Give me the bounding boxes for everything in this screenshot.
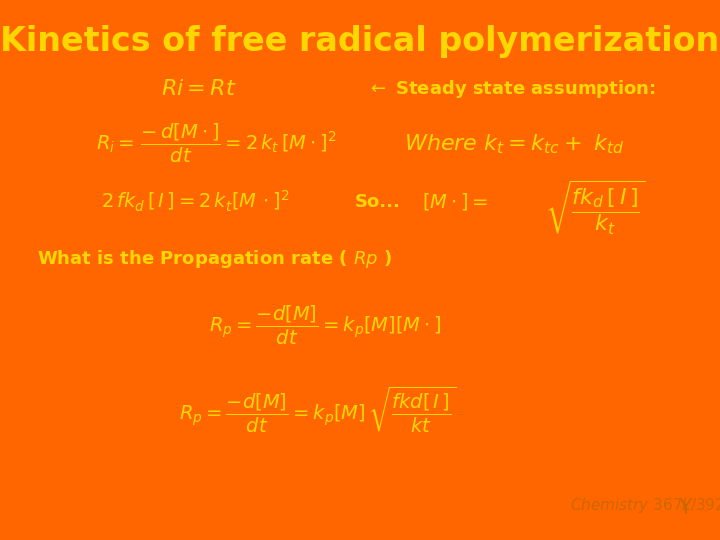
Text: Kinetics of free radical polymerization: Kinetics of free radical polymerization [1,25,719,58]
Text: $\mathit{Where}\ \mathit{k_t} = \mathit{k_{tc}}+\ \mathit{k_{td}}$: $\mathit{Where}\ \mathit{k_t} = \mathit{… [404,132,624,156]
Text: $R_p=\dfrac{-d[M]}{dt}=k_p[M]\,\sqrt{\dfrac{fkd[\,I\,]}{kt}}$: $R_p=\dfrac{-d[M]}{dt}=k_p[M]\,\sqrt{\df… [179,384,456,435]
Text: $\Upsilon$: $\Upsilon$ [678,498,694,518]
Text: $R_i=\,\dfrac{-\,d[M\cdot]}{dt}=2\,k_t\,[M\cdot]^2$: $R_i=\,\dfrac{-\,d[M\cdot]}{dt}=2\,k_t\,… [96,122,336,165]
Text: What is the Propagation rate ( $\mathit{Rp}$ ): What is the Propagation rate ( $\mathit{… [37,248,392,271]
Text: $[M\cdot]=$: $[M\cdot]=$ [422,191,487,212]
Text: $\leftarrow$ Steady state assumption:: $\leftarrow$ Steady state assumption: [367,78,656,99]
Text: $R_p=\dfrac{-d[M]}{dt}=k_p[M][M\cdot]$: $R_p=\dfrac{-d[M]}{dt}=k_p[M][M\cdot]$ [209,303,441,347]
Text: $\mathit{Ri} = \mathit{Rt}$: $\mathit{Ri} = \mathit{Rt}$ [161,78,237,98]
Text: $\sqrt{\dfrac{fk_d\,[\,I\,]}{k_t}}$: $\sqrt{\dfrac{fk_d\,[\,I\,]}{k_t}}$ [545,179,645,237]
Text: So...: So... [354,193,400,211]
Text: $2\,fk_d\,[\,I\,]=2\,k_t[M\,\cdot]^2$: $2\,fk_d\,[\,I\,]=2\,k_t[M\,\cdot]^2$ [101,189,289,214]
Text: $\mathit{Chemistry\ 367L/392N}$: $\mathit{Chemistry\ 367L/392N}$ [570,496,720,515]
